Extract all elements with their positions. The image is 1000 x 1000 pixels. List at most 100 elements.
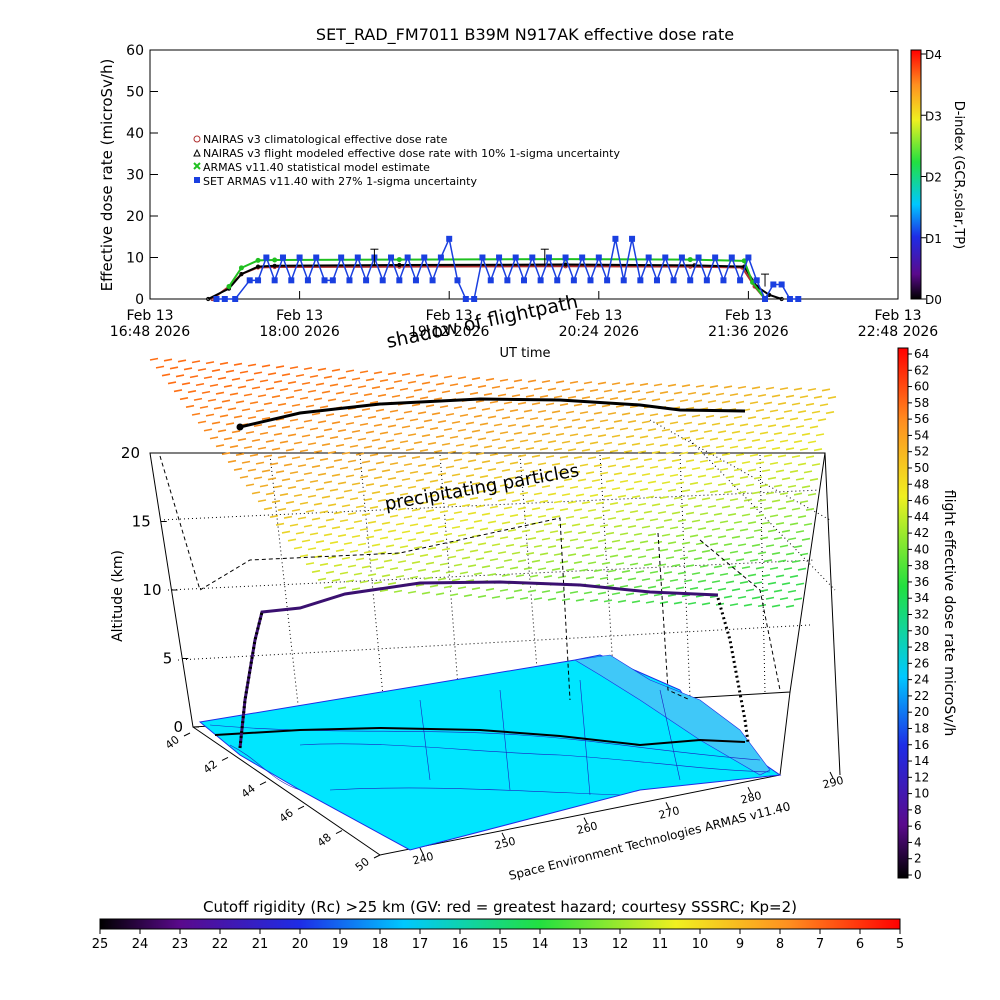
dose-dash xyxy=(757,393,767,398)
dose-rate-chart: SET_RAD_FM7011 B39M N917AK effective dos… xyxy=(98,25,938,361)
dose-dash xyxy=(355,505,365,509)
dose-dash xyxy=(609,397,619,401)
dose-dash xyxy=(317,577,327,581)
dose-dash xyxy=(605,531,615,535)
dose-dash xyxy=(731,588,741,592)
dose-dash xyxy=(329,488,339,492)
dose-dash xyxy=(713,565,723,569)
dose-dash xyxy=(299,554,309,558)
dose-dash xyxy=(469,496,479,500)
dose-dash xyxy=(597,539,607,543)
data-point xyxy=(396,277,403,284)
dose-dash xyxy=(433,397,443,401)
dose-dash xyxy=(759,484,769,488)
dose-dash xyxy=(777,507,787,511)
dose-dash xyxy=(491,438,501,442)
dose-dash xyxy=(539,394,549,398)
dose-dash xyxy=(509,566,519,570)
dose-dash xyxy=(351,534,361,538)
dose-dash xyxy=(585,523,595,527)
dose-dash xyxy=(737,543,747,547)
longitude-ticks: 240 250 260 270 280 290 xyxy=(411,771,845,867)
dose-dash xyxy=(303,366,313,371)
dose-dash xyxy=(391,447,401,451)
dose-dash xyxy=(593,464,603,468)
dose-dash xyxy=(711,580,721,584)
x-tick-label: Feb 13 xyxy=(276,308,323,324)
dose-dash xyxy=(527,432,537,436)
dose-dash xyxy=(453,405,463,410)
dose-dash xyxy=(787,484,797,488)
data-point xyxy=(363,277,370,284)
dose-dash xyxy=(411,560,421,565)
dose-dash xyxy=(557,575,567,579)
dose-dash xyxy=(561,493,571,497)
dose-dash xyxy=(777,559,787,563)
dose-dash xyxy=(563,425,573,429)
dose-dash xyxy=(227,459,237,463)
dose-dash xyxy=(175,374,185,378)
dose-dash xyxy=(745,588,755,592)
data-point xyxy=(388,254,395,261)
dose-dash xyxy=(519,596,529,600)
dose-dash xyxy=(451,420,461,424)
dose-dash xyxy=(545,455,555,459)
dose-dash xyxy=(269,409,279,413)
data-point xyxy=(745,254,752,261)
dose-dash xyxy=(601,561,611,565)
dose-dash xyxy=(239,370,249,374)
dose-dash xyxy=(777,402,787,406)
dose-dash xyxy=(405,553,415,557)
dose-dash xyxy=(709,490,719,494)
dose-dash xyxy=(279,388,289,392)
dose-dash xyxy=(687,496,697,500)
colorbar-tick-label: 42 xyxy=(914,526,929,540)
dose-dash xyxy=(805,455,815,459)
dose-dash xyxy=(733,520,743,524)
dose-dash xyxy=(377,446,387,450)
colorbar-tick-label: 52 xyxy=(914,445,929,459)
dose-dash xyxy=(669,526,679,530)
dose-dash xyxy=(373,581,383,585)
data-point xyxy=(263,254,270,261)
dose-dash xyxy=(545,507,555,511)
dose-dash xyxy=(733,415,743,419)
dose-dash xyxy=(539,499,549,503)
dose-dash xyxy=(793,597,803,601)
dose-dash xyxy=(421,539,431,543)
dose-dash xyxy=(381,574,391,578)
dose-dash xyxy=(307,494,317,498)
data-point xyxy=(446,235,453,242)
rigidity-tick-label: 18 xyxy=(372,937,389,952)
dose-dash xyxy=(803,417,813,421)
dose-dash xyxy=(713,460,723,464)
dose-dash xyxy=(479,422,489,426)
data-point xyxy=(213,296,220,302)
colorbar-tick-label: 38 xyxy=(914,559,929,573)
dose-dash xyxy=(523,566,533,571)
data-point xyxy=(429,277,436,284)
dose-dash xyxy=(675,428,685,433)
dose-dash xyxy=(441,495,451,499)
dose-dash xyxy=(597,381,607,385)
dose-dash xyxy=(561,545,571,549)
dose-dash xyxy=(315,487,325,491)
series-line-3 xyxy=(216,236,799,301)
dose-dash xyxy=(251,386,261,390)
dose-dash xyxy=(379,379,389,383)
dose-dash xyxy=(697,474,707,478)
dose-dash xyxy=(607,569,617,573)
dose-dash xyxy=(337,481,347,485)
dose-dash xyxy=(389,462,399,466)
dose-dash xyxy=(445,412,455,417)
dose-dash xyxy=(441,442,451,446)
d-index-label: D-index (GCR,solar,TP) xyxy=(951,101,966,249)
rigidity-tick-label: 16 xyxy=(452,937,469,952)
dose-dash xyxy=(209,383,219,387)
dose-dash xyxy=(435,487,445,491)
dose-dash xyxy=(681,541,691,545)
dose-dash xyxy=(467,459,477,463)
dose-dash xyxy=(555,380,565,384)
colorbar-tick-label: 24 xyxy=(914,673,929,687)
floor-edge xyxy=(192,691,791,856)
